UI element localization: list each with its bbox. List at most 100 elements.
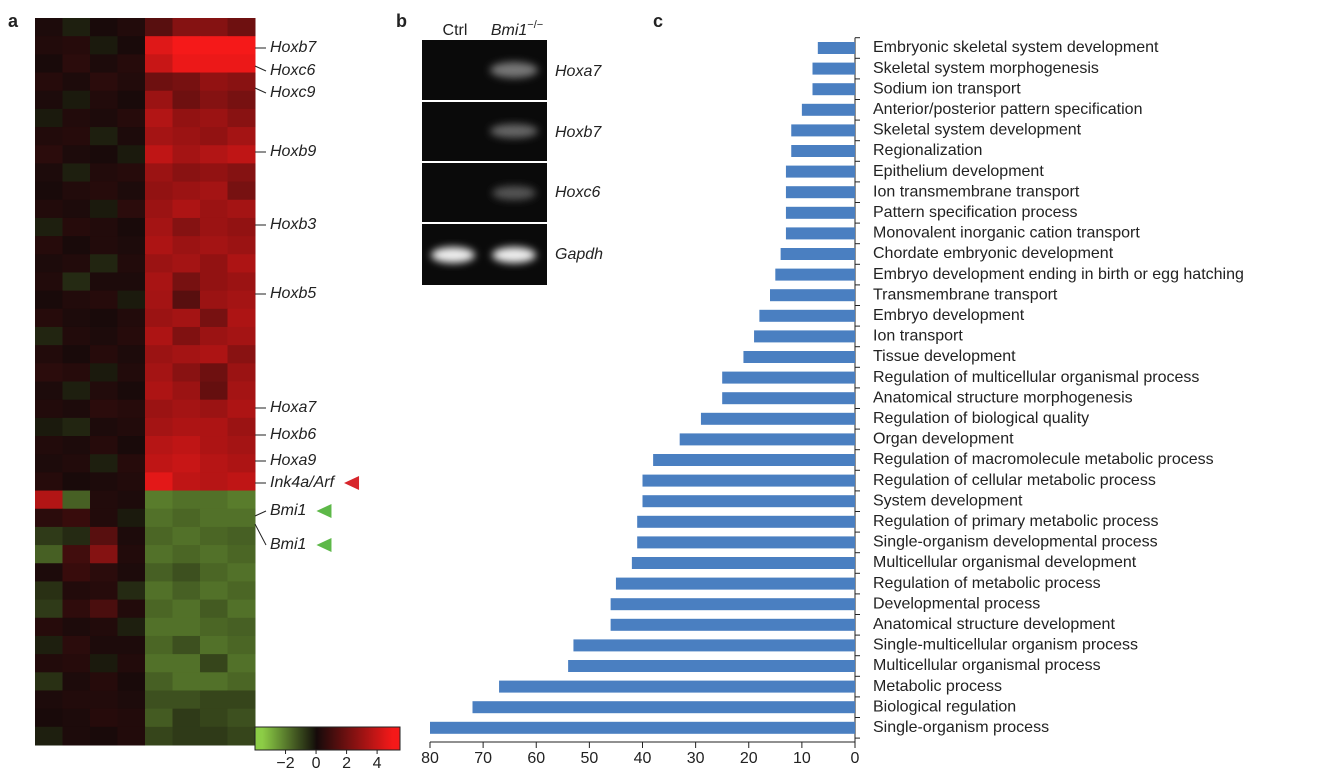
heat-cell (228, 382, 256, 401)
heat-cell (63, 545, 91, 564)
lane-label: Ctrl (443, 22, 468, 39)
heat-cell (90, 672, 118, 691)
category-label: Ion transport (873, 328, 963, 345)
gene-label: Hoxb7 (270, 39, 317, 56)
gene-label: Hoxb9 (270, 143, 316, 160)
lane-label-main: Ctrl (443, 22, 468, 39)
bar (759, 310, 855, 322)
category-label: Regulation of cellular metabolic process (873, 472, 1156, 489)
gene-label: Hoxb5 (270, 285, 316, 302)
category-label: Single-multicellular organism process (873, 637, 1138, 654)
heat-cell (90, 618, 118, 637)
heat-cell (35, 327, 63, 346)
heat-cell (90, 654, 118, 673)
heat-cell (145, 91, 173, 110)
colorbar-tick-label: 2 (342, 755, 351, 769)
heat-cell (118, 254, 146, 273)
heat-cell (118, 54, 146, 73)
heat-cell (90, 109, 118, 128)
heat-cell (118, 127, 146, 146)
x-tick-label: 30 (687, 750, 705, 767)
heat-cell (200, 254, 228, 273)
heat-cell (145, 400, 173, 419)
heat-cell (35, 654, 63, 673)
heat-cell (228, 363, 256, 382)
band-label: Hoxc6 (555, 184, 600, 201)
heat-cell (200, 618, 228, 637)
heat-cell (200, 272, 228, 291)
heat-cell (35, 618, 63, 637)
heat-cell (63, 109, 91, 128)
heat-cell (63, 436, 91, 455)
heat-cell (90, 272, 118, 291)
gel-band (490, 62, 538, 78)
arrowhead (316, 538, 331, 552)
heat-cell (173, 545, 201, 564)
heat-cell (173, 636, 201, 655)
heat-cell (228, 545, 256, 564)
heat-cell (173, 109, 201, 128)
category-label: Tissue development (873, 348, 1016, 365)
heat-cell (228, 91, 256, 110)
heat-cell (90, 345, 118, 364)
heat-cell (63, 672, 91, 691)
heat-cell (145, 436, 173, 455)
heat-cell (63, 236, 91, 255)
heat-cell (118, 109, 146, 128)
heat-cell (35, 600, 63, 619)
heat-cell (173, 727, 201, 746)
heat-cell (35, 400, 63, 419)
heat-cell (173, 382, 201, 401)
heat-cell (118, 545, 146, 564)
heat-cell (90, 436, 118, 455)
heat-cell (200, 527, 228, 546)
heat-cell (118, 145, 146, 164)
heat-cell (35, 309, 63, 328)
bar (818, 42, 855, 54)
lane-label-main: Bmi1 (491, 22, 527, 39)
category-label: Skeletal system development (873, 122, 1082, 139)
heat-cell (118, 581, 146, 600)
heat-cell (145, 145, 173, 164)
heat-cell (173, 91, 201, 110)
heat-cell (35, 272, 63, 291)
figure: aControlBmi1−/−Hoxb7Hoxc6Hoxc9Hoxb9Hoxb3… (0, 0, 1317, 769)
category-label: Ion transmembrane transport (873, 183, 1080, 200)
heat-cell (63, 182, 91, 201)
heat-cell (145, 109, 173, 128)
band-label: Gapdh (555, 246, 603, 263)
heat-cell (145, 563, 173, 582)
lane-label-sup: −/− (527, 19, 543, 31)
heat-cell (90, 545, 118, 564)
heat-cell (63, 309, 91, 328)
heat-cell (228, 163, 256, 182)
heat-cell (63, 363, 91, 382)
heat-cell (145, 200, 173, 219)
heat-cell (90, 400, 118, 419)
category-label: Chordate embryonic development (873, 245, 1114, 262)
heat-cell (63, 654, 91, 673)
heat-cell (63, 327, 91, 346)
heat-cell (200, 291, 228, 310)
heat-cell (228, 236, 256, 255)
heat-cell (173, 363, 201, 382)
heat-cell (228, 418, 256, 437)
page: aControlBmi1−/−Hoxb7Hoxc6Hoxc9Hoxb9Hoxb3… (0, 0, 1317, 769)
heat-cell (173, 472, 201, 491)
heat-cell (173, 236, 201, 255)
heat-cell (228, 618, 256, 637)
heat-cell (35, 472, 63, 491)
heat-cell (145, 709, 173, 728)
heat-cell (90, 91, 118, 110)
heat-cell (35, 581, 63, 600)
bar (802, 104, 855, 116)
heat-cell (63, 581, 91, 600)
heat-cell (228, 345, 256, 364)
category-label: Pattern specification process (873, 204, 1078, 221)
heat-cell (90, 509, 118, 528)
bar (743, 351, 855, 363)
heat-cell (63, 127, 91, 146)
heat-cell (90, 382, 118, 401)
panel-letter: a (8, 11, 19, 31)
heat-cell (90, 600, 118, 619)
